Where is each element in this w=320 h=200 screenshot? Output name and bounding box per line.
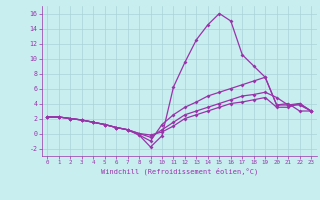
- X-axis label: Windchill (Refroidissement éolien,°C): Windchill (Refroidissement éolien,°C): [100, 168, 258, 175]
